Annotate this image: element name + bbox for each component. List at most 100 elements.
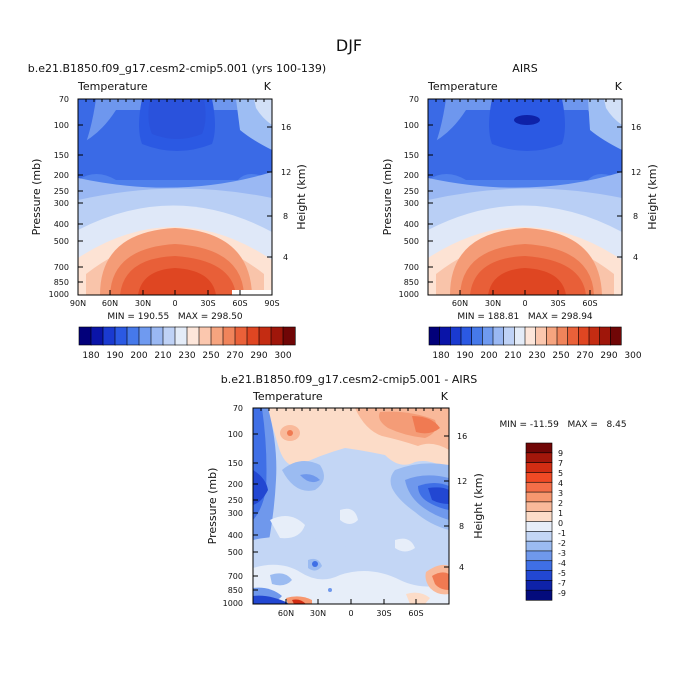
panel-model-htick: 4: [283, 253, 288, 262]
colorbar-model-label: 210: [154, 351, 171, 361]
colorbar-swatch: [503, 326, 515, 346]
panel-model-title: b.e21.B1850.f09_g17.cesm2-cmip5.001 (yrs…: [28, 62, 326, 75]
panel-model-y-ticks: 70 100 150 200 250 300 400 500 700 850 1…: [49, 95, 69, 299]
panel-diff-title: b.e21.B1850.f09_g17.cesm2-cmip5.001 - AI…: [221, 373, 478, 386]
colorbar-diff-label: -1: [558, 529, 566, 538]
colorbar-diff-label: 1: [558, 509, 563, 518]
panel-obs-ytick: 100: [404, 121, 419, 130]
panel-model-xtick: 30S: [200, 299, 215, 308]
panel-model-htick: 16: [281, 123, 291, 132]
colorbar-swatch: [578, 326, 590, 346]
colorbar-diff-label: 3: [558, 489, 563, 498]
panel-diff-xtick: 0: [348, 609, 353, 618]
panel-diff-ytick: 200: [228, 480, 243, 489]
colorbar-obs-label: 290: [600, 351, 617, 361]
colorbar-model: [78, 326, 296, 346]
colorbar-swatch: [126, 326, 140, 346]
colorbar-swatch: [525, 589, 553, 601]
panel-obs-title: AIRS: [512, 62, 537, 75]
colorbar-swatch: [599, 326, 611, 346]
colorbar-swatch: [525, 501, 553, 513]
colorbar-diff: [525, 442, 553, 601]
panel-model-htick: 12: [281, 168, 291, 177]
colorbar-obs-label: 270: [576, 351, 593, 361]
panel-model-ytick: 1000: [49, 290, 69, 299]
panel-diff: b.e21.B1850.f09_g17.cesm2-cmip5.001 - AI…: [206, 373, 627, 618]
colorbar-swatch: [556, 326, 569, 346]
panel-diff-ylabel-right: Height (km): [472, 473, 485, 539]
panel-model-ytick: 300: [54, 199, 69, 208]
colorbar-swatch: [524, 326, 537, 346]
panel-model-ytick: 250: [54, 187, 69, 196]
panel-obs-ytick: 300: [404, 199, 419, 208]
colorbar-swatch: [258, 326, 272, 346]
colorbar-swatch: [78, 326, 92, 346]
panel-obs-ytick: 150: [404, 151, 419, 160]
colorbar-swatch: [234, 326, 248, 346]
colorbar-swatch: [210, 326, 224, 346]
panel-obs-htick: 8: [633, 212, 638, 221]
panel-obs-y-ticks: 70 100 150 200 250 300 400 500 700 850 1…: [399, 95, 419, 299]
colorbar-model-label: 250: [202, 351, 219, 361]
panel-diff-htick: 16: [457, 432, 467, 441]
panel-obs-field: [428, 99, 622, 295]
colorbar-obs-label: 210: [504, 351, 521, 361]
colorbar-swatch: [535, 326, 547, 346]
colorbar-swatch: [610, 326, 622, 346]
colorbar-swatch: [90, 326, 104, 346]
panel-model-htick: 8: [283, 212, 288, 221]
colorbar-diff-label: -4: [558, 559, 566, 568]
colorbar-diff-label: -9: [558, 589, 566, 598]
panel-diff-x-ticks: 60N 30N 0 30S 60S: [278, 609, 424, 618]
panel-model-ytick: 200: [54, 171, 69, 180]
colorbar-swatch: [450, 326, 462, 346]
colorbar-swatch: [282, 326, 296, 346]
panel-diff-ylabel: Pressure (mb): [206, 468, 219, 545]
colorbar-model-label: 200: [130, 351, 147, 361]
colorbar-diff-label: 9: [558, 449, 563, 458]
panel-obs-xtick: 0: [522, 299, 527, 308]
panel-diff-xtick: 30N: [310, 609, 326, 618]
panel-model-xtick: 0: [172, 299, 177, 308]
panel-diff-ytick: 100: [228, 430, 243, 439]
panel-diff-xtick: 30S: [376, 609, 391, 618]
panel-obs-ytick: 850: [404, 278, 419, 287]
colorbar-swatch: [525, 472, 553, 483]
panel-obs-subtitle: Temperature: [427, 80, 498, 93]
panel-model-ytick: 700: [54, 263, 69, 272]
panel-model-ytick: 400: [54, 220, 69, 229]
panel-diff-ytick: 400: [228, 531, 243, 540]
colorbar-swatch: [428, 326, 441, 346]
colorbar-diff-label: 5: [558, 469, 563, 478]
colorbar-swatch: [567, 326, 579, 346]
colorbar-swatch: [460, 326, 473, 346]
colorbar-swatch: [525, 550, 553, 562]
colorbar-swatch: [114, 326, 128, 346]
colorbar-swatch: [471, 326, 483, 346]
colorbar-diff-label: 7: [558, 459, 563, 468]
colorbar-obs-label: 300: [624, 351, 641, 361]
panel-model-ytick: 150: [54, 151, 69, 160]
colorbar-model-label: 190: [106, 351, 123, 361]
colorbar-obs-label: 230: [528, 351, 545, 361]
colorbar-swatch: [222, 326, 236, 346]
panel-diff-xtick: 60S: [408, 609, 423, 618]
panel-diff-stats: MIN = -11.59 MAX = 8.45: [499, 420, 626, 430]
colorbar-diff-label: -2: [558, 539, 566, 548]
panel-obs-height-ticks: 16 12 8 4: [631, 123, 641, 262]
panel-diff-ytick: 700: [228, 572, 243, 581]
panel-obs-ytick: 70: [409, 95, 419, 104]
panel-obs-ytick: 500: [404, 237, 419, 246]
panel-obs-ytick: 250: [404, 187, 419, 196]
panel-obs-stats: MIN = 188.81 MAX = 298.94: [457, 312, 593, 322]
colorbar-model-label: 270: [226, 351, 243, 361]
panel-obs-ytick: 700: [404, 263, 419, 272]
colorbar-obs-label: 180: [432, 351, 449, 361]
panel-model-ytick: 100: [54, 121, 69, 130]
colorbar-swatch: [514, 326, 526, 346]
panel-model-ytick: 850: [54, 278, 69, 287]
panel-model-subtitle: Temperature: [77, 80, 148, 93]
colorbar-obs: [428, 326, 622, 346]
panel-model-xtick: 90N: [70, 299, 86, 308]
panel-diff-ytick: 250: [228, 496, 243, 505]
